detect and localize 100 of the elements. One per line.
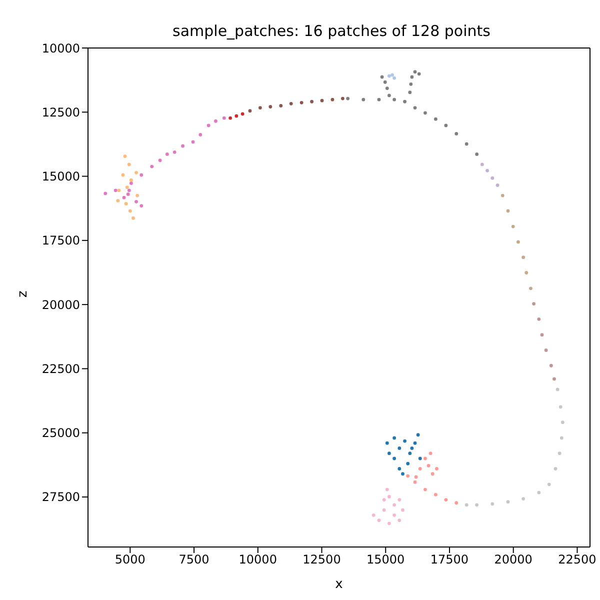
point (172, 150, 176, 154)
point (398, 446, 402, 450)
chart-title: sample_patches: 16 patches of 128 points (172, 22, 492, 40)
point (410, 446, 414, 450)
y-axis-title: z (16, 290, 31, 298)
x-axis-title: x (335, 577, 344, 592)
point (506, 500, 510, 504)
point (279, 104, 283, 108)
point (377, 98, 381, 102)
point (475, 503, 479, 507)
point (258, 106, 262, 110)
y-tick-label: 12500 (42, 105, 80, 120)
point (556, 388, 560, 392)
point (385, 441, 389, 445)
point (150, 164, 154, 168)
x-tick-label: 10000 (238, 552, 277, 567)
point (125, 186, 129, 190)
point (234, 114, 238, 118)
y-tick-label: 17500 (42, 234, 80, 248)
point (506, 209, 510, 213)
point (248, 109, 252, 113)
point (554, 467, 558, 470)
point (134, 200, 138, 204)
point (398, 518, 402, 522)
point (289, 102, 293, 106)
point (410, 75, 414, 79)
point (181, 144, 184, 148)
point (127, 162, 131, 166)
point (346, 96, 350, 100)
point (320, 98, 324, 102)
point (416, 433, 420, 437)
point (362, 98, 366, 102)
point (403, 439, 406, 443)
point (413, 441, 417, 445)
point (403, 100, 406, 104)
point (372, 513, 376, 517)
point (140, 204, 144, 208)
point (117, 188, 121, 192)
point (522, 497, 526, 500)
point (516, 240, 520, 244)
point (418, 467, 422, 470)
point (128, 209, 132, 213)
point (401, 508, 404, 512)
point (524, 271, 528, 274)
point (341, 96, 344, 100)
point (409, 82, 413, 86)
point (544, 348, 548, 352)
point (377, 518, 381, 522)
point (444, 124, 448, 128)
point (392, 513, 396, 517)
point (121, 173, 125, 177)
point (116, 198, 120, 202)
point (390, 73, 394, 77)
point (549, 364, 553, 368)
point (490, 502, 494, 506)
point (424, 111, 427, 115)
point (500, 194, 504, 198)
point (124, 202, 128, 206)
point (383, 80, 387, 84)
point (392, 436, 396, 440)
point (464, 142, 468, 146)
point (408, 90, 412, 94)
point (385, 86, 389, 90)
point (406, 462, 410, 466)
point (382, 508, 386, 512)
point (388, 495, 391, 498)
y-tick-label: 22500 (42, 362, 80, 376)
point (398, 498, 402, 502)
point (413, 70, 417, 74)
point (511, 224, 515, 228)
y-tick-label: 20000 (42, 298, 80, 312)
point (126, 192, 130, 196)
point (134, 170, 138, 174)
point (529, 286, 532, 290)
point (540, 333, 544, 337)
point (547, 482, 551, 486)
point (480, 162, 484, 166)
point (537, 490, 541, 494)
point (132, 216, 135, 220)
point (486, 168, 489, 172)
point (560, 436, 564, 440)
point (388, 74, 391, 78)
y-tick-label: 25000 (42, 426, 80, 440)
point (434, 492, 438, 496)
x-tick-label: 12500 (302, 552, 341, 567)
point (496, 184, 500, 187)
point (129, 182, 133, 185)
point (406, 474, 410, 478)
point (522, 256, 526, 260)
point (398, 467, 402, 470)
point (454, 132, 458, 136)
point (382, 498, 386, 502)
point (392, 503, 396, 507)
point (444, 498, 448, 502)
point (385, 488, 389, 492)
point (552, 377, 556, 381)
point (140, 173, 144, 177)
x-tick-label: 7500 (178, 552, 210, 567)
point (435, 467, 438, 470)
point (424, 456, 427, 460)
